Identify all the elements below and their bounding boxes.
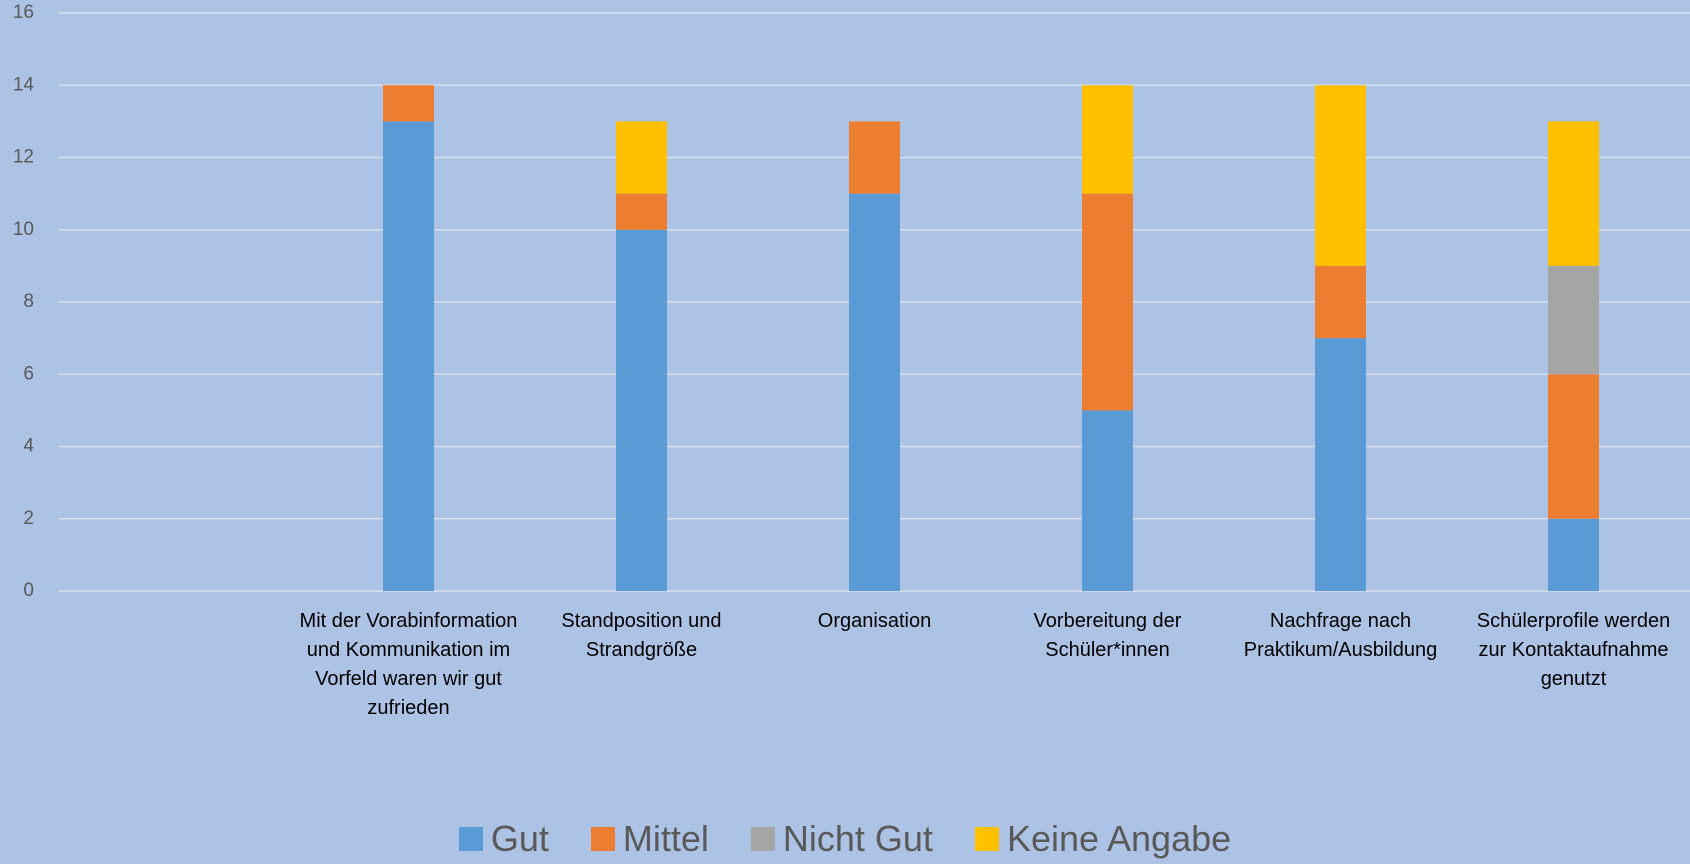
y-tick-label: 8 <box>23 291 34 312</box>
x-tick-label: Schülerprofile werden zur Kontaktaufnahm… <box>1476 610 1671 690</box>
legend-item: Nicht Gut <box>750 818 933 860</box>
bar-segment <box>849 193 900 591</box>
legend-swatch <box>974 827 999 851</box>
bar-segment <box>616 229 667 591</box>
x-tick-label: Standposition und Strandgröße <box>561 610 722 661</box>
bar-segment <box>616 121 667 194</box>
legend-item: Mittel <box>590 818 709 860</box>
legend-label: Gut <box>490 818 549 859</box>
bar-segment <box>1548 518 1599 591</box>
bar-segment <box>1082 193 1133 411</box>
bar-segment <box>1315 338 1366 591</box>
legend: Gut Mittel Nicht Gut Keine Angabe <box>0 818 1690 860</box>
bar-segment <box>1315 85 1366 266</box>
legend-label: Nicht Gut <box>782 818 933 859</box>
y-tick-label: 0 <box>23 580 34 601</box>
legend-swatch <box>458 827 483 851</box>
x-tick-label: Nachfrage nach Praktikum/Ausbildung <box>1243 610 1438 661</box>
legend-item: Keine Angabe <box>974 818 1232 860</box>
y-tick-label: 10 <box>13 219 34 240</box>
y-tick-label: 12 <box>13 147 34 168</box>
y-tick-label: 6 <box>23 363 34 384</box>
y-tick-label: 16 <box>13 2 34 23</box>
x-tick-label: Mit der Vorabinformation und Kommunikati… <box>299 610 518 719</box>
bar-segment <box>1082 85 1133 194</box>
legend-label: Keine Angabe <box>1006 818 1232 859</box>
bar-segment <box>1315 265 1366 339</box>
bar-segment <box>1548 265 1599 375</box>
bar-segment <box>1548 374 1599 519</box>
y-tick-label: 4 <box>23 436 34 457</box>
bar-segment <box>383 121 434 591</box>
legend-item: Gut <box>458 818 549 860</box>
legend-swatch <box>590 827 615 851</box>
bar-segment <box>383 85 434 122</box>
bar-segment <box>616 193 667 230</box>
x-tick-label: Organisation <box>817 610 932 632</box>
y-tick-label: 14 <box>13 74 35 95</box>
legend-swatch <box>750 827 775 851</box>
bar-segment <box>1082 410 1133 591</box>
bar-segment <box>1548 121 1599 266</box>
bar-segment <box>849 121 900 194</box>
y-tick-label: 2 <box>23 508 34 529</box>
legend-label: Mittel <box>622 818 709 859</box>
x-tick-label: Vorbereitung der Schüler*innen <box>1033 610 1182 661</box>
